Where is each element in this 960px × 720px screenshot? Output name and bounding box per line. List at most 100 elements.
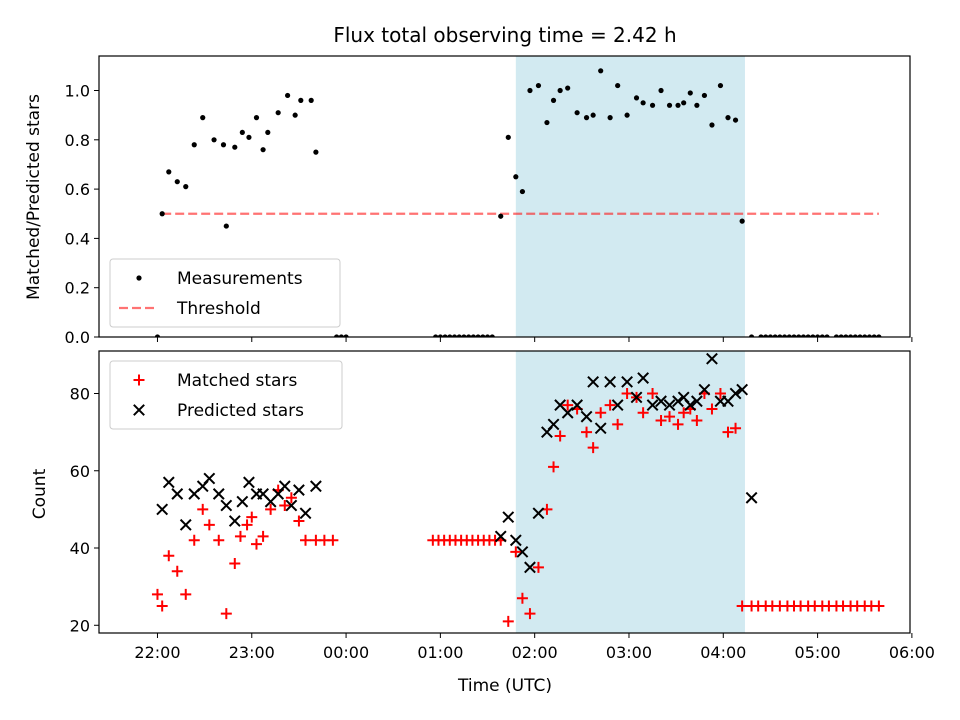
measurement-point xyxy=(253,115,260,121)
ratio-y-tick-label: 0.4 xyxy=(65,229,90,248)
measurement-point xyxy=(717,82,724,89)
measurement-point xyxy=(513,174,519,180)
predicted-stars-point xyxy=(516,545,529,558)
matched-stars-point xyxy=(714,387,726,399)
measurement-point xyxy=(451,334,458,337)
matched-stars-point xyxy=(156,600,168,612)
ratio-plot-area xyxy=(154,68,882,337)
ratio-y-tick-label: 1.0 xyxy=(65,82,90,101)
measurement-point xyxy=(265,129,271,136)
measurement-point xyxy=(607,115,613,121)
matched-stars-point xyxy=(257,530,269,542)
count-axes-frame xyxy=(98,350,911,634)
ratio-y-tick-label: 0.8 xyxy=(65,131,90,150)
measurement-point xyxy=(786,334,792,337)
measurement-point xyxy=(748,334,755,337)
measurement-point xyxy=(557,87,563,94)
predicted-stars-point xyxy=(309,480,322,493)
measurement-point xyxy=(824,334,830,337)
matched-stars-point xyxy=(595,407,607,419)
measurement-point xyxy=(470,334,476,337)
x-tick-label: 04:00 xyxy=(700,643,746,662)
predicted-stars-point xyxy=(524,561,536,574)
predicted-stars-point xyxy=(278,480,291,493)
measurement-point xyxy=(456,334,462,337)
measurement-point xyxy=(527,87,533,94)
predicted-stars-point xyxy=(243,476,255,489)
predicted-stars-point xyxy=(561,406,574,419)
measurement-point xyxy=(598,68,604,74)
predicted-stars-point xyxy=(745,491,758,504)
predicted-stars-point xyxy=(532,507,545,520)
predicted-stars-point xyxy=(212,488,225,500)
x-tick-label: 03:00 xyxy=(606,643,652,662)
measurement-point xyxy=(843,334,849,337)
measurement-point xyxy=(334,334,340,337)
predicted-stars-point xyxy=(637,372,650,384)
measurement-point xyxy=(857,334,863,337)
matched-stars-point xyxy=(532,561,544,573)
predicted-stars-point xyxy=(736,383,749,396)
matched-stars-point xyxy=(637,407,649,419)
count-plot-area xyxy=(151,352,885,627)
measurement-point xyxy=(876,334,882,337)
predicted-stars-point xyxy=(729,387,742,400)
ratio-observing-window xyxy=(515,56,745,337)
chart-title: Flux total observing time = 2.42 h xyxy=(333,23,676,47)
measurement-point xyxy=(484,334,491,337)
measurement-point xyxy=(615,82,621,89)
predicted-stars-point xyxy=(621,375,634,388)
measurement-point xyxy=(694,102,700,108)
matched-stars-point xyxy=(678,407,690,419)
measurement-point xyxy=(298,97,304,103)
measurement-point xyxy=(475,334,481,337)
measurement-point xyxy=(633,95,640,101)
measurement-point xyxy=(200,115,206,121)
measurement-point xyxy=(819,334,825,337)
measurement-point xyxy=(772,334,778,337)
measurement-point xyxy=(447,334,453,337)
matched-stars-point xyxy=(554,430,566,442)
measurement-point xyxy=(260,147,266,153)
measurement-point xyxy=(687,90,693,96)
matched-stars-point xyxy=(510,546,522,558)
legend-label: Matched stars xyxy=(177,371,297,391)
predicted-stars-point xyxy=(604,375,617,388)
legend-label: Threshold xyxy=(176,299,261,319)
matched-stars-point xyxy=(621,387,633,399)
matched-stars-point xyxy=(246,511,258,523)
measurement-point xyxy=(862,334,868,337)
measurement-point xyxy=(709,122,715,128)
x-tick-label: 01:00 xyxy=(417,643,463,662)
matched-stars-point xyxy=(562,399,574,411)
x-tick-label: 05:00 xyxy=(795,643,841,662)
predicted-stars-point xyxy=(293,484,305,496)
matched-stars-point xyxy=(672,418,684,430)
predicted-stars-point xyxy=(203,472,216,485)
x-tick-label: 22:00 xyxy=(134,643,180,662)
measurement-point xyxy=(461,334,467,337)
measurements-legend-marker xyxy=(136,275,142,281)
matched-stars-point xyxy=(655,415,667,427)
ratio-y-tick-label: 0.6 xyxy=(65,180,90,199)
measurement-point xyxy=(550,97,557,103)
predicted-stars-point xyxy=(698,383,711,396)
time-x-axis-label: Time (UTC) xyxy=(457,676,552,696)
measurement-point xyxy=(675,102,681,108)
matched-stars-point xyxy=(203,519,215,531)
predicted-stars-point xyxy=(663,399,676,411)
predicted-stars-point xyxy=(179,518,192,531)
predicted-stars-point xyxy=(171,488,184,500)
matched-stars-point xyxy=(197,503,209,515)
measurement-point xyxy=(866,334,873,337)
measurement-point xyxy=(852,334,858,337)
predicted-stars-point xyxy=(509,534,522,547)
measurement-point xyxy=(838,334,844,337)
measurement-point xyxy=(498,213,504,219)
matched-stars-point xyxy=(241,519,253,531)
predicted-stars-point xyxy=(690,395,703,408)
predicted-stars-point xyxy=(646,399,659,411)
count-y-axis-label: Count xyxy=(30,468,50,519)
ratio-y-axis-label: Matched/Predicted stars xyxy=(24,94,44,300)
